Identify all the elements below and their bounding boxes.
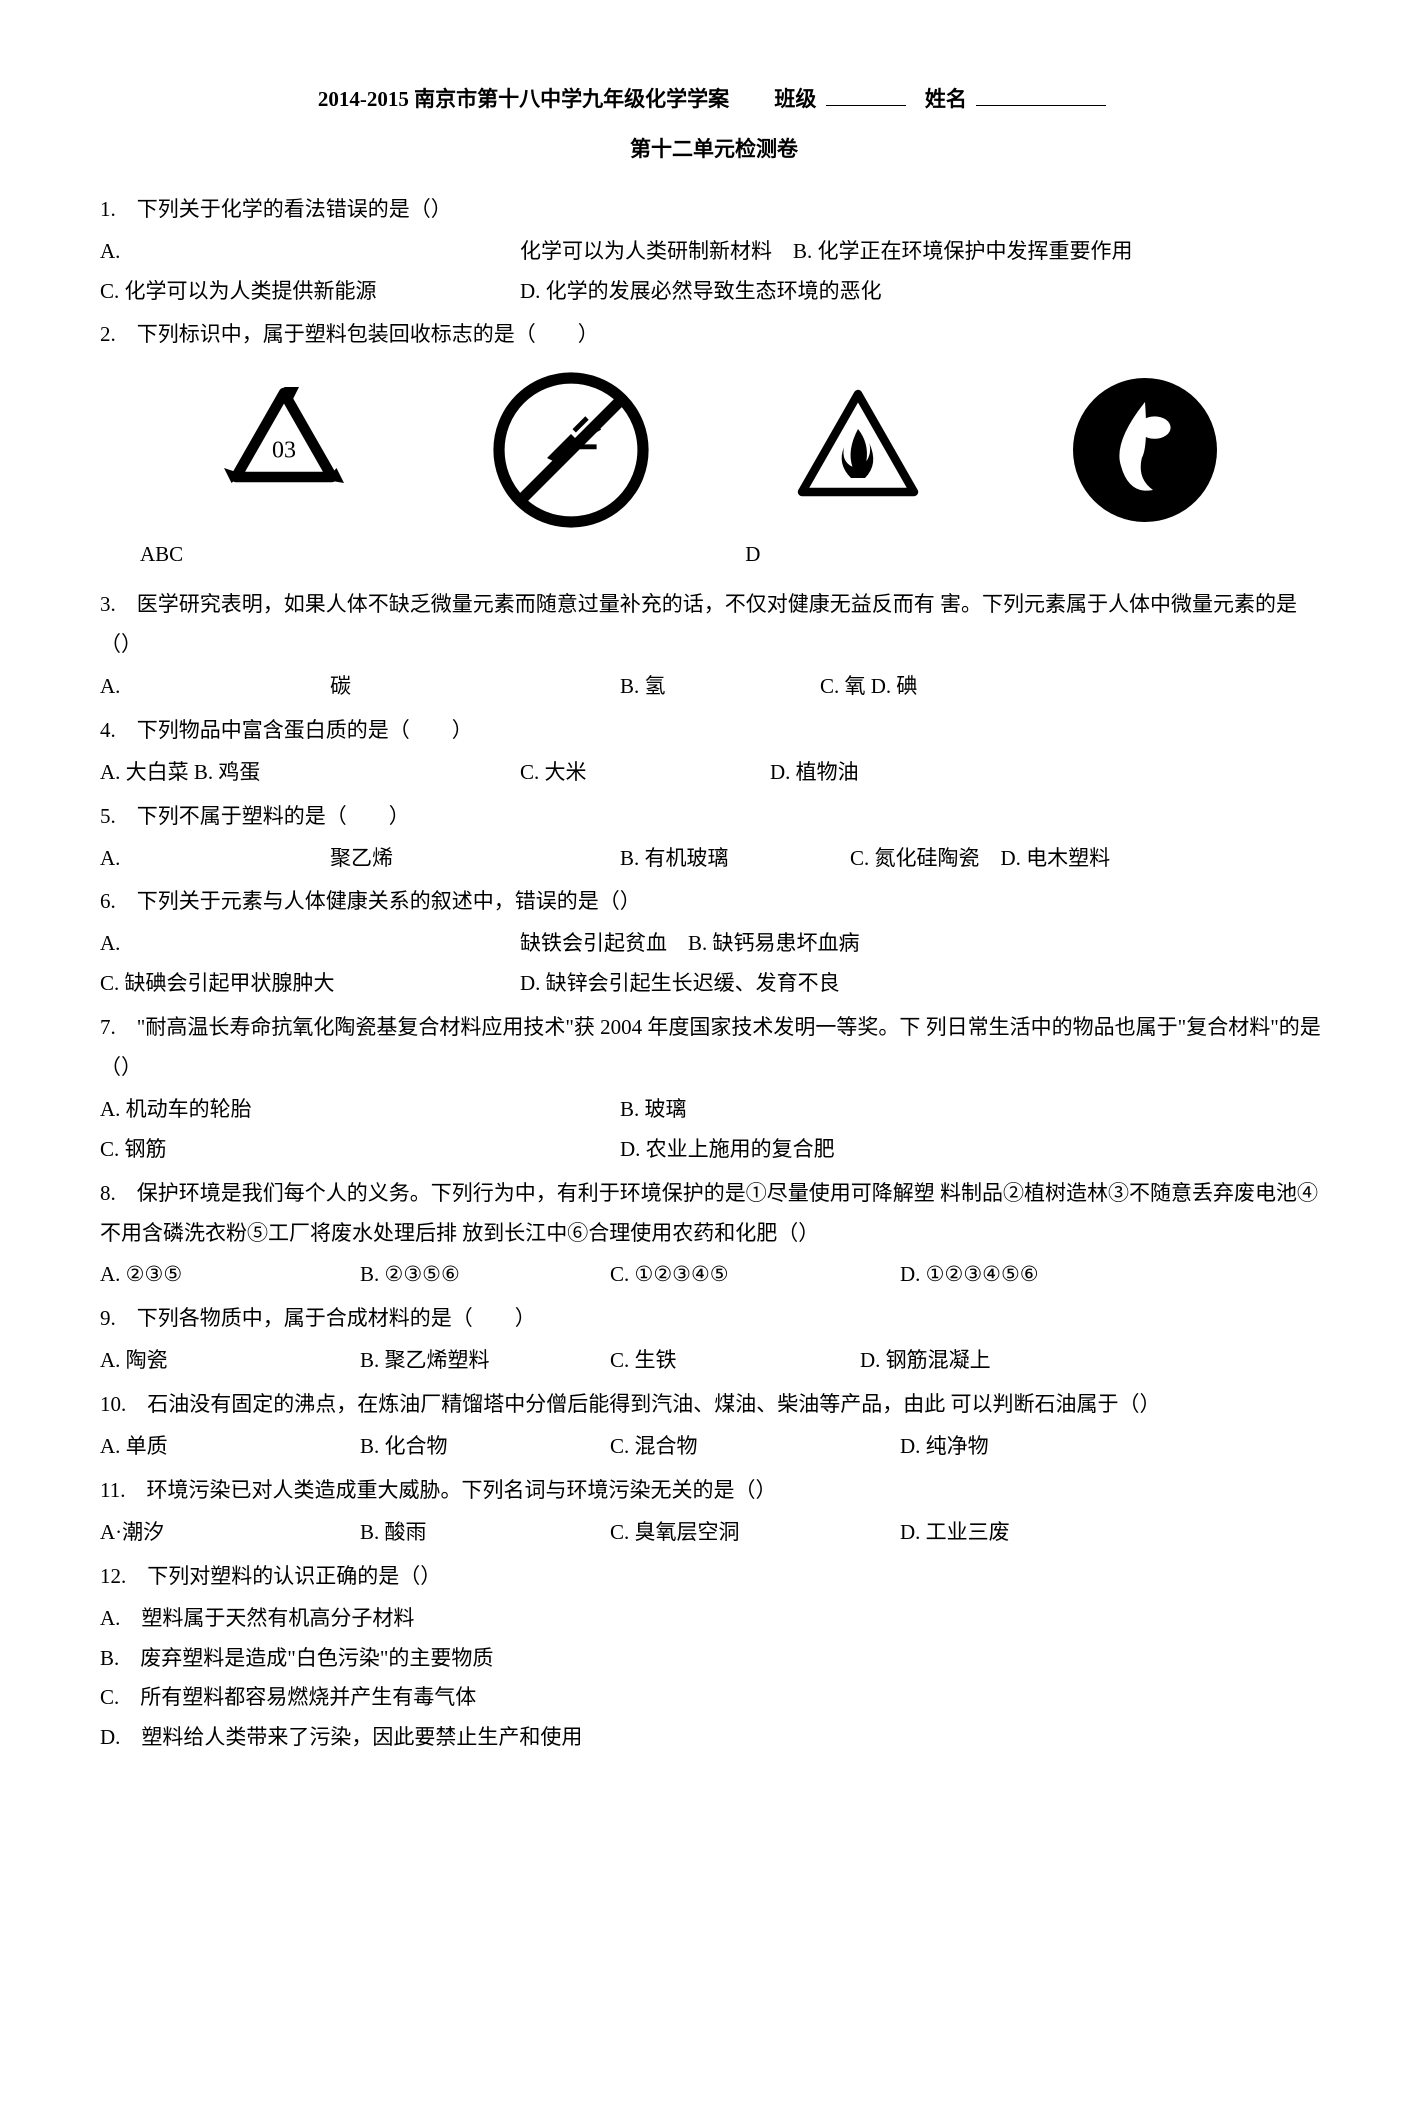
q3-optA-label: A. bbox=[100, 667, 330, 707]
q6-optB: B. 缺钙易患坏血病 bbox=[688, 931, 860, 955]
q12-optC: C. 所有塑料都容易燃烧并产生有毒气体 bbox=[100, 1678, 1328, 1718]
no-fireworks-icon bbox=[481, 370, 661, 530]
year: 2014-2015 bbox=[318, 87, 409, 111]
q5-optB: B. 有机玻璃 bbox=[620, 839, 850, 879]
class-blank[interactable] bbox=[826, 85, 906, 106]
question-7: 7. "耐高温长寿命抗氧化陶瓷基复合材料应用技术"获 2004 年度国家技术发明… bbox=[100, 1008, 1328, 1170]
q7-optD: D. 农业上施用的复合肥 bbox=[620, 1130, 835, 1170]
q4-text: 4. 下列物品中富含蛋白质的是（ ） bbox=[100, 711, 1328, 751]
q10-optC: C. 混合物 bbox=[610, 1427, 900, 1467]
flammable-triangle-icon bbox=[768, 370, 948, 530]
q3-optB: B. 氢 bbox=[620, 667, 820, 707]
q11-optA: A·潮汐 bbox=[100, 1513, 360, 1553]
question-11: 11. 环境污染已对人类造成重大威胁。下列名词与环境污染无关的是（） A·潮汐 … bbox=[100, 1471, 1328, 1553]
q10-optA: A. 单质 bbox=[100, 1427, 360, 1467]
q6-optA-label: A. bbox=[100, 924, 520, 964]
q7-optC: C. 钢筋 bbox=[100, 1130, 620, 1170]
q11-optC: C. 臭氧层空洞 bbox=[610, 1513, 900, 1553]
school-title: 南京市第十八中学九年级化学学案 bbox=[414, 87, 729, 111]
q4-optB: B. 鸡蛋 bbox=[194, 760, 261, 784]
q2-labels: ABC D bbox=[100, 535, 1328, 575]
question-1: 1. 下列关于化学的看法错误的是（） A. 化学可以为人类研制新材料 B. 化学… bbox=[100, 190, 1328, 312]
q12-optB: B. 废弃塑料是造成"白色污染"的主要物质 bbox=[100, 1639, 1328, 1679]
q8-optB: B. ②③⑤⑥ bbox=[360, 1255, 610, 1295]
q8-text: 8. 保护环境是我们每个人的义务。下列行为中，有利于环境保护的是①尽量使用可降解… bbox=[100, 1174, 1328, 1254]
q6-text: 6. 下列关于元素与人体健康关系的叙述中，错误的是（） bbox=[100, 882, 1328, 922]
q9-text: 9. 下列各物质中，属于合成材料的是（ ） bbox=[100, 1299, 1328, 1339]
q2-text: 2. 下列标识中，属于塑料包装回收标志的是（ ） bbox=[100, 315, 1328, 355]
class-label: 班级 bbox=[774, 87, 816, 111]
q3-optA-text: 碳 bbox=[330, 667, 620, 707]
q1-text: 1. 下列关于化学的看法错误的是（） bbox=[100, 190, 1328, 230]
q1-optD: D. 化学的发展必然导致生态环境的恶化 bbox=[520, 272, 882, 312]
q7-optB: B. 玻璃 bbox=[620, 1090, 687, 1130]
q12-optD: D. 塑料给人类带来了污染，因此要禁止生产和使用 bbox=[100, 1718, 1328, 1758]
q2-d: D bbox=[745, 542, 760, 566]
q4-optC: C. 大米 bbox=[520, 753, 770, 793]
q6-optA-text: 缺铁会引起贫血 bbox=[520, 931, 667, 955]
q3-optC: C. 氧 bbox=[820, 674, 866, 698]
q5-optA-label: A. bbox=[100, 839, 330, 879]
name-label: 姓名 bbox=[925, 87, 967, 111]
q2-abc: ABC bbox=[140, 535, 740, 575]
q1-optA-label: A. bbox=[100, 232, 520, 272]
water-drop-circle-icon bbox=[1055, 370, 1235, 530]
subtitle: 第十二单元检测卷 bbox=[100, 130, 1328, 170]
q10-text: 10. 石油没有固定的沸点，在炼油厂精馏塔中分僧后能得到汽油、煤油、柴油等产品，… bbox=[100, 1385, 1328, 1425]
svg-text:03: 03 bbox=[272, 438, 296, 464]
q1-optA-text: 化学可以为人类研制新材料 bbox=[520, 239, 772, 263]
question-3: 3. 医学研究表明，如果人体不缺乏微量元素而随意过量补充的话，不仅对健康无益反而… bbox=[100, 585, 1328, 707]
q4-optD: D. 植物油 bbox=[770, 753, 859, 793]
q5-optD: D. 电木塑料 bbox=[1001, 846, 1111, 870]
q8-optD: D. ①②③④⑤⑥ bbox=[900, 1255, 1039, 1295]
header: 2014-2015 南京市第十八中学九年级化学学案 班级 姓名 bbox=[100, 80, 1328, 120]
question-8: 8. 保护环境是我们每个人的义务。下列行为中，有利于环境保护的是①尽量使用可降解… bbox=[100, 1174, 1328, 1296]
q9-optB: B. 聚乙烯塑料 bbox=[360, 1341, 610, 1381]
q1-optB: B. 化学正在环境保护中发挥重要作用 bbox=[793, 239, 1133, 263]
q4-optA: A. 大白菜 bbox=[100, 760, 189, 784]
q10-optD: D. 纯净物 bbox=[900, 1427, 989, 1467]
question-4: 4. 下列物品中富含蛋白质的是（ ） A. 大白菜 B. 鸡蛋 C. 大米 D.… bbox=[100, 711, 1328, 793]
q3-optD: D. 碘 bbox=[871, 674, 918, 698]
q9-optC: C. 生铁 bbox=[610, 1341, 860, 1381]
q5-text: 5. 下列不属于塑料的是（ ） bbox=[100, 797, 1328, 837]
q3-text: 3. 医学研究表明，如果人体不缺乏微量元素而随意过量补充的话，不仅对健康无益反而… bbox=[100, 585, 1328, 665]
q2-images: 03 bbox=[100, 370, 1328, 530]
recycle-triangle-icon: 03 bbox=[194, 370, 374, 530]
q1-optC: C. 化学可以为人类提供新能源 bbox=[100, 272, 520, 312]
q12-optA: A. 塑料属于天然有机高分子材料 bbox=[100, 1599, 1328, 1639]
question-9: 9. 下列各物质中，属于合成材料的是（ ） A. 陶瓷 B. 聚乙烯塑料 C. … bbox=[100, 1299, 1328, 1381]
q9-optD: D. 钢筋混凝上 bbox=[860, 1341, 991, 1381]
q8-optC: C. ①②③④⑤ bbox=[610, 1255, 900, 1295]
question-6: 6. 下列关于元素与人体健康关系的叙述中，错误的是（） A. 缺铁会引起贫血 B… bbox=[100, 882, 1328, 1004]
q5-optA-text: 聚乙烯 bbox=[330, 839, 620, 879]
q7-text: 7. "耐高温长寿命抗氧化陶瓷基复合材料应用技术"获 2004 年度国家技术发明… bbox=[100, 1008, 1328, 1088]
q10-optB: B. 化合物 bbox=[360, 1427, 610, 1467]
question-10: 10. 石油没有固定的沸点，在炼油厂精馏塔中分僧后能得到汽油、煤油、柴油等产品，… bbox=[100, 1385, 1328, 1467]
q8-optA: A. ②③⑤ bbox=[100, 1255, 360, 1295]
q11-optD: D. 工业三废 bbox=[900, 1513, 1010, 1553]
question-12: 12. 下列对塑料的认识正确的是（） A. 塑料属于天然有机高分子材料 B. 废… bbox=[100, 1557, 1328, 1758]
q7-optA: A. 机动车的轮胎 bbox=[100, 1090, 620, 1130]
q11-text: 11. 环境污染已对人类造成重大威胁。下列名词与环境污染无关的是（） bbox=[100, 1471, 1328, 1511]
q11-optB: B. 酸雨 bbox=[360, 1513, 610, 1553]
question-2: 2. 下列标识中，属于塑料包装回收标志的是（ ） 03 bbox=[100, 315, 1328, 575]
q5-optC: C. 氮化硅陶瓷 bbox=[850, 846, 980, 870]
q12-text: 12. 下列对塑料的认识正确的是（） bbox=[100, 1557, 1328, 1597]
q6-optC: C. 缺碘会引起甲状腺肿大 bbox=[100, 964, 520, 1004]
question-5: 5. 下列不属于塑料的是（ ） A. 聚乙烯 B. 有机玻璃 C. 氮化硅陶瓷 … bbox=[100, 797, 1328, 879]
name-blank[interactable] bbox=[976, 85, 1106, 106]
q9-optA: A. 陶瓷 bbox=[100, 1341, 360, 1381]
q6-optD: D. 缺锌会引起生长迟缓、发育不良 bbox=[520, 964, 840, 1004]
